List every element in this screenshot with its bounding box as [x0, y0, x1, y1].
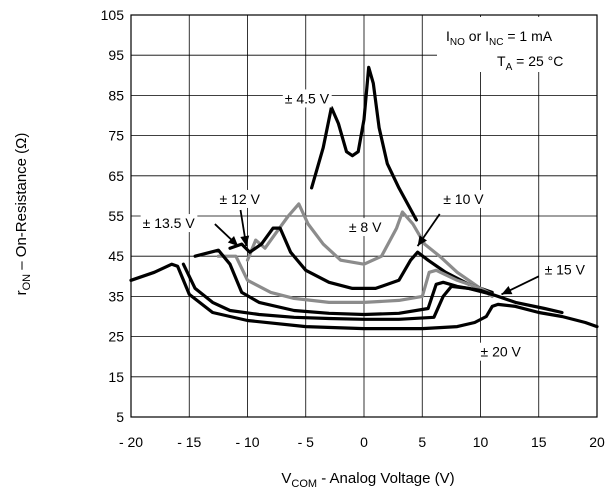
x-tick-label: 0 — [360, 434, 368, 450]
y-tick-label: 15 — [108, 369, 124, 385]
arrow-head-0 — [240, 235, 250, 247]
series-line-5 — [181, 262, 564, 321]
grid — [130, 14, 598, 418]
series-label-bg — [478, 342, 524, 361]
y-tick-label: 55 — [108, 208, 124, 224]
x-tick-label: 10 — [473, 434, 489, 450]
arrow-head-2 — [417, 235, 427, 247]
x-tick-label: - 10 — [235, 434, 259, 450]
y-axis-ticks: 5 15 25 35 45 55 65 75 85 95 105 — [101, 7, 125, 425]
x-axis-title: VCOM - Analog Voltage (V) — [281, 470, 454, 490]
series-label: ± 15 V — [545, 261, 586, 277]
arrow-head-3 — [501, 285, 513, 295]
conditions-line-2: TA = 25 °C — [497, 53, 563, 73]
plot-frame — [130, 14, 598, 418]
x-tick-label: - 5 — [298, 434, 315, 450]
series-label: ± 8 V — [349, 219, 382, 235]
series-label: ± 20 V — [481, 344, 522, 360]
y-tick-label: 5 — [116, 409, 124, 425]
arrows-layer — [214, 209, 540, 296]
series-line-0 — [310, 65, 418, 222]
arrow-head-1 — [227, 236, 239, 247]
y-tick-label: 35 — [108, 288, 124, 304]
x-tick-label: - 20 — [119, 434, 143, 450]
conditions-line-1: INO or INC = 1 mA — [446, 28, 553, 48]
y-tick-label: 105 — [101, 7, 125, 23]
series-label-bg — [346, 218, 385, 237]
series-label-bg — [282, 89, 332, 108]
series-label-bg — [217, 189, 263, 208]
series-line-3 — [216, 254, 494, 304]
series-label-bg — [140, 214, 198, 233]
series-line-2 — [228, 226, 494, 294]
series-label: ± 4.5 V — [285, 90, 330, 106]
series-label: ± 10 V — [443, 191, 484, 207]
x-tick-label: 5 — [418, 434, 426, 450]
y-tick-label: 95 — [108, 47, 124, 63]
x-tick-label: 20 — [589, 434, 605, 450]
series-label-bg — [441, 189, 487, 208]
annotations-layer: ± 4.5 V ± 12 V ± 13.5 V ± 8 V ± 10 V ± 15 V ± … — [140, 89, 588, 361]
series-line-1 — [245, 202, 494, 298]
series-layer — [129, 65, 599, 331]
series-line-6 — [129, 262, 599, 331]
x-axis-ticks: - 20 - 15 - 10 - 5 0 5 10 15 20 — [119, 434, 605, 450]
y-tick-label: 25 — [108, 329, 124, 345]
series-label: ± 12 V — [220, 191, 261, 207]
y-tick-label: 65 — [108, 168, 124, 184]
conditions-box — [437, 17, 597, 72]
series-label: ± 13.5 V — [143, 215, 196, 231]
x-tick-label: - 15 — [177, 434, 201, 450]
x-tick-label: 15 — [531, 434, 547, 450]
y-tick-label: 75 — [108, 128, 124, 144]
y-tick-label: 45 — [108, 248, 124, 264]
y-axis-title: rON – On-Resistance (Ω) — [13, 133, 33, 296]
series-label-bg — [542, 260, 588, 279]
y-tick-label: 85 — [108, 87, 124, 103]
